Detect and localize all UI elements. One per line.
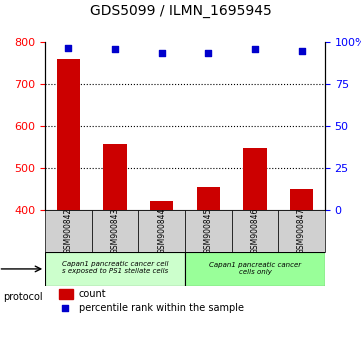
FancyBboxPatch shape (45, 210, 92, 252)
Point (159, 50, 165, 55)
Point (66, 45, 71, 50)
Text: GSM900842: GSM900842 (64, 208, 73, 254)
Point (112, 46, 118, 52)
Bar (59, 289, 73, 299)
Text: protocol: protocol (4, 292, 43, 302)
Bar (57, 59, 80, 354)
Bar (150, 201, 173, 354)
Point (205, 50, 211, 55)
Text: GSM900846: GSM900846 (251, 208, 260, 255)
FancyBboxPatch shape (45, 252, 185, 286)
FancyBboxPatch shape (138, 210, 185, 252)
Text: GDS5099 / ILMN_1695945: GDS5099 / ILMN_1695945 (90, 4, 271, 18)
FancyBboxPatch shape (278, 210, 325, 252)
Point (360, 231, 361, 236)
Text: GSM900847: GSM900847 (297, 208, 306, 255)
FancyBboxPatch shape (92, 210, 138, 252)
Bar (290, 189, 313, 354)
Text: GSM900845: GSM900845 (204, 208, 213, 255)
Text: GSM900843: GSM900843 (110, 208, 119, 255)
Point (299, 48, 304, 54)
Text: percentile rank within the sample: percentile rank within the sample (79, 303, 244, 313)
Bar (243, 148, 267, 354)
FancyBboxPatch shape (185, 210, 232, 252)
Text: Capan1 pancreatic cancer
cells only: Capan1 pancreatic cancer cells only (209, 262, 301, 275)
Text: Capan1 pancreatic cancer cell
s exposed to PS1 stellate cells: Capan1 pancreatic cancer cell s exposed … (62, 261, 168, 274)
Point (252, 46, 258, 52)
FancyBboxPatch shape (232, 210, 278, 252)
FancyBboxPatch shape (185, 252, 325, 286)
Text: count: count (79, 289, 106, 299)
Text: GSM900844: GSM900844 (157, 208, 166, 255)
Bar (197, 187, 220, 354)
Bar (103, 144, 127, 354)
